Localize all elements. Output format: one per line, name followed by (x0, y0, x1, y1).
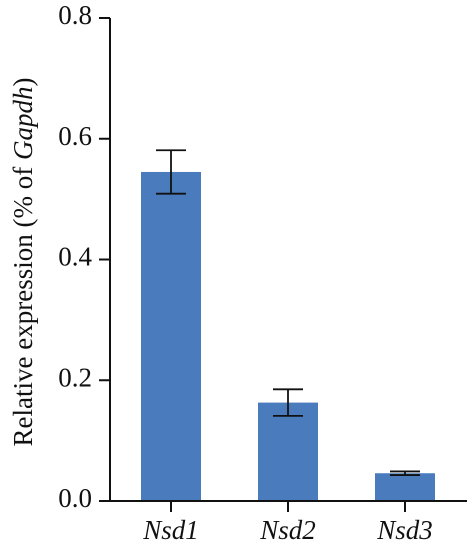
y-tick-label-0.8: 0.8 (58, 0, 92, 30)
bar-nsd3 (375, 473, 435, 501)
y-axis-label-gene: Gapdh (8, 87, 38, 161)
plot-area: 0.0 0.2 0.4 0.6 0.8 Nsd1 Nsd2 Nsd3 (58, 0, 467, 545)
y-tick-label-0.4: 0.4 (58, 242, 92, 272)
y-axis-label: Relative expression (% of Gapdh) (8, 78, 38, 447)
bar-nsd2 (258, 402, 318, 501)
y-tick-label-0.0: 0.0 (58, 483, 92, 513)
y-tick-label-0.2: 0.2 (58, 362, 92, 392)
y-axis-label-suffix: ) (8, 78, 38, 87)
x-tick-label-nsd3: Nsd3 (376, 515, 433, 545)
x-tick-label-nsd1: Nsd1 (142, 515, 199, 545)
y-axis-label-text: Relative expression (% of Gapdh) (8, 78, 38, 447)
y-axis-label-prefix: Relative expression (% of (8, 160, 38, 446)
x-tick-label-nsd2: Nsd2 (259, 515, 316, 545)
bar-nsd1 (141, 171, 201, 502)
y-tick-label-0.6: 0.6 (58, 121, 92, 151)
